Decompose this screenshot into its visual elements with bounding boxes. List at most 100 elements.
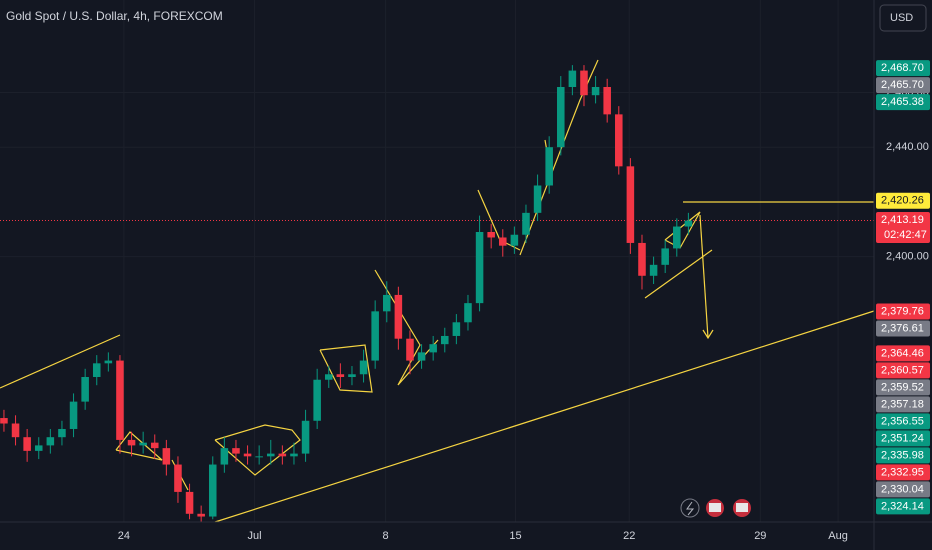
- candle-body: [441, 335, 449, 345]
- candle-body: [185, 491, 194, 514]
- price-tag-label: 2,465.70: [881, 79, 924, 91]
- candle-body: [580, 70, 588, 96]
- price-tag-label: 2,360.57: [881, 364, 924, 376]
- candle-body: [649, 264, 658, 276]
- x-tick-label: Jul: [247, 530, 261, 542]
- candle-body: [92, 363, 101, 377]
- arrow-head: [702, 329, 714, 340]
- price-tag: [876, 320, 930, 337]
- candle-body: [348, 374, 356, 377]
- triangle: [664, 211, 701, 249]
- candle-body: [359, 360, 368, 375]
- candle-body: [23, 437, 31, 451]
- countdown: 02:42:47: [884, 229, 927, 241]
- x-tick-label: 8: [383, 530, 389, 542]
- price-tag: [876, 379, 930, 396]
- candle-body: [116, 360, 124, 440]
- y-tick-label: 2,400.00: [886, 251, 929, 263]
- candle-body: [406, 338, 414, 361]
- candle-body: [313, 379, 321, 421]
- icon: [736, 503, 748, 512]
- candle-body: [452, 322, 461, 336]
- candle-body: [208, 464, 217, 517]
- price-tag-label: 2,468.70: [881, 62, 924, 74]
- pattern: [319, 344, 373, 393]
- candles: [0, 65, 693, 522]
- price-tag-label: 2,413.19: [881, 214, 924, 226]
- candle-body: [197, 513, 205, 517]
- trendline: [214, 310, 875, 523]
- chart-title: Gold Spot / U.S. Dollar, 4h, FOREXCOM: [6, 9, 223, 23]
- drawings: [0, 59, 875, 523]
- candle-body: [568, 70, 577, 87]
- candle-body: [150, 442, 159, 449]
- candle-body: [255, 456, 263, 458]
- currency-button[interactable]: [879, 4, 927, 32]
- price-tag-label: 2,364.46: [881, 347, 924, 359]
- price-tag-label: 2,324.14: [881, 500, 924, 512]
- candle-body: [661, 248, 669, 265]
- trendline: [0, 334, 121, 389]
- candle-body: [603, 87, 611, 115]
- price-tag-label: 2,335.98: [881, 449, 924, 461]
- price-tag: [876, 430, 930, 447]
- candle-body: [336, 374, 345, 377]
- x-tick-label: 22: [623, 530, 635, 542]
- candle-body: [69, 401, 78, 429]
- candle-body: [58, 428, 66, 438]
- price-tag-label: 2,420.26: [881, 195, 924, 207]
- candle-body: [371, 311, 379, 361]
- price-tag: [876, 212, 930, 244]
- candle-body: [46, 437, 55, 446]
- candle-body: [510, 234, 519, 246]
- candle-body: [220, 448, 229, 465]
- candle-body: [278, 453, 287, 457]
- channel-line: [644, 249, 713, 299]
- candle-body: [324, 374, 333, 380]
- price-tag: [876, 362, 930, 379]
- price-tag-label: 2,330.04: [881, 483, 924, 495]
- candle-body: [626, 166, 635, 243]
- candle-body: [487, 232, 495, 238]
- price-tag-label: 2,332.95: [881, 466, 924, 478]
- price-tag: [876, 413, 930, 430]
- candle-body: [139, 442, 147, 446]
- candle-body: [499, 237, 507, 246]
- candle-body: [382, 294, 391, 312]
- candle-body: [301, 420, 310, 454]
- price-tag: [876, 498, 930, 515]
- candle-body: [591, 87, 600, 96]
- price-tag-label: 2,379.76: [881, 305, 924, 317]
- candle-body: [127, 439, 136, 446]
- price-tag-label: 2,351.24: [881, 432, 924, 444]
- candle-body: [0, 418, 8, 424]
- price-tag: [876, 345, 930, 362]
- price-tag-label: 2,465.38: [881, 96, 924, 108]
- price-tag: [876, 447, 930, 464]
- candle-body: [34, 445, 43, 451]
- candle-body: [429, 344, 437, 353]
- price-tag: [876, 192, 930, 209]
- candle-body: [615, 114, 623, 167]
- candle-body: [522, 212, 530, 235]
- icon: [680, 498, 700, 518]
- price-tag-label: 2,356.55: [881, 415, 924, 427]
- candle-body: [475, 232, 484, 304]
- candle-body: [11, 423, 20, 438]
- candle-body: [243, 453, 252, 457]
- icons: [680, 498, 751, 518]
- price-tag-label: 2,376.61: [881, 322, 924, 334]
- price-tag: [876, 60, 930, 77]
- candle-body: [394, 294, 403, 339]
- currency-label: USD: [890, 12, 913, 24]
- x-tick-label: 29: [754, 530, 766, 542]
- arrow: [699, 214, 709, 339]
- price-tag: [876, 94, 930, 111]
- icon: [686, 501, 695, 516]
- candle-body: [417, 352, 426, 361]
- candle-body: [104, 360, 113, 364]
- candle-body: [290, 453, 298, 457]
- candle-body: [162, 448, 171, 465]
